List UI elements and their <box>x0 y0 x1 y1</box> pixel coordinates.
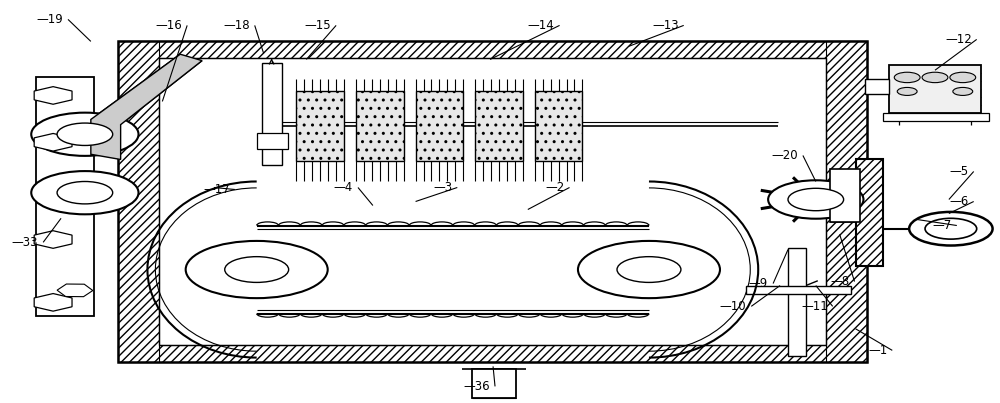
Text: —9: —9 <box>749 277 768 290</box>
Circle shape <box>578 241 720 298</box>
Text: —5: —5 <box>950 165 969 178</box>
Bar <box>296 91 344 162</box>
Circle shape <box>909 212 993 245</box>
Circle shape <box>617 257 681 283</box>
Text: —10: —10 <box>720 300 746 313</box>
Bar <box>826 42 867 361</box>
Text: —6: —6 <box>949 195 969 208</box>
Circle shape <box>925 218 977 239</box>
Circle shape <box>953 87 973 96</box>
Text: —8: —8 <box>830 275 850 288</box>
Text: —20: —20 <box>771 149 798 162</box>
Circle shape <box>31 113 139 156</box>
Text: —14: —14 <box>528 19 555 32</box>
Bar <box>159 58 826 345</box>
Text: —7: —7 <box>933 219 952 232</box>
Text: —3: —3 <box>433 181 452 194</box>
Circle shape <box>57 123 113 145</box>
Bar <box>118 345 867 361</box>
Bar <box>36 77 94 316</box>
Bar <box>356 91 404 162</box>
Text: —16: —16 <box>155 19 182 32</box>
Bar <box>865 79 889 94</box>
Text: —1: —1 <box>868 344 887 357</box>
Bar <box>118 42 159 361</box>
Bar <box>856 160 883 266</box>
Bar <box>889 65 981 114</box>
Bar <box>118 42 867 58</box>
Circle shape <box>950 72 976 83</box>
Circle shape <box>894 72 920 83</box>
Bar <box>475 91 523 162</box>
Text: —18: —18 <box>223 19 250 32</box>
Bar <box>788 247 806 355</box>
Circle shape <box>788 188 844 211</box>
Bar <box>257 133 288 150</box>
Text: —19: —19 <box>36 13 63 26</box>
Bar <box>535 91 582 162</box>
Text: —11: —11 <box>801 300 828 313</box>
Bar <box>472 369 516 398</box>
Text: —12: —12 <box>945 33 972 46</box>
Circle shape <box>186 241 328 298</box>
Circle shape <box>768 180 863 219</box>
Text: —36: —36 <box>463 380 490 393</box>
Text: —15: —15 <box>305 19 331 32</box>
Text: —2: —2 <box>545 181 565 194</box>
Polygon shape <box>91 54 202 160</box>
Text: —33: —33 <box>12 236 38 249</box>
Bar <box>746 287 851 293</box>
Text: —13: —13 <box>652 19 679 32</box>
Bar <box>416 91 463 162</box>
Circle shape <box>57 181 113 204</box>
Bar <box>883 114 989 120</box>
Bar <box>118 42 867 361</box>
Bar <box>830 170 860 222</box>
Text: —17: —17 <box>203 183 230 196</box>
Circle shape <box>897 87 917 96</box>
Circle shape <box>225 257 289 283</box>
Text: —4: —4 <box>334 181 353 194</box>
Circle shape <box>922 72 948 83</box>
Bar <box>262 63 282 166</box>
Circle shape <box>31 171 139 214</box>
